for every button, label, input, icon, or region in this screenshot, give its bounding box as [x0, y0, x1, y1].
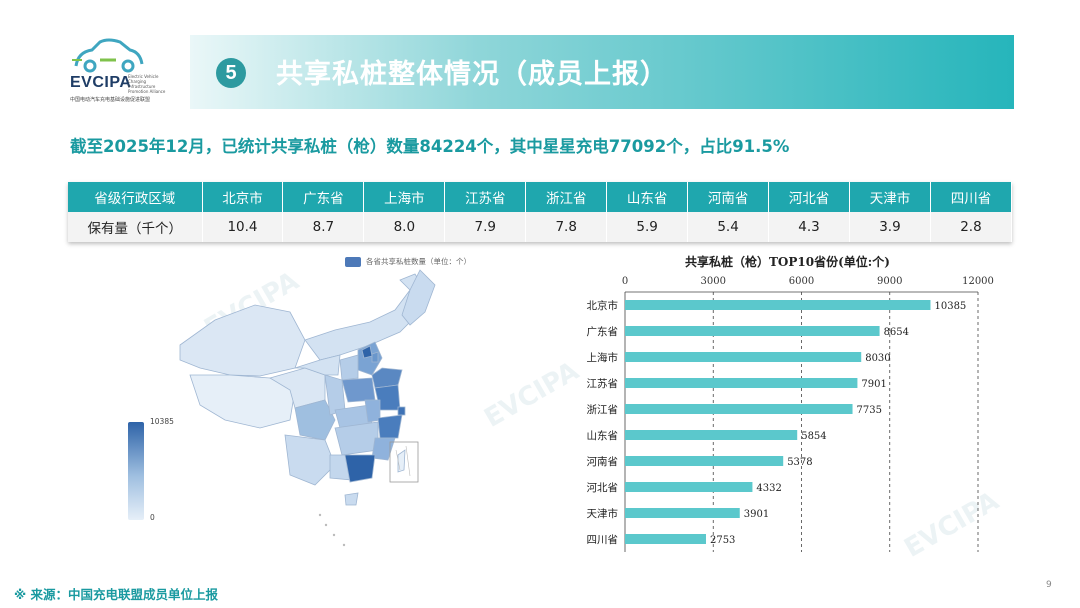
table-header-cell: 北京市: [202, 182, 284, 212]
bar: [625, 352, 862, 362]
table-cell: 4.3: [768, 212, 850, 242]
south-sea-inset: [389, 441, 419, 483]
data-label: 2753: [710, 535, 735, 546]
table-header-label: 省级行政区域: [68, 182, 203, 212]
map-region-taiwan: [397, 449, 406, 473]
map-region-gansu: [294, 354, 341, 376]
x-tick-label: 12000: [962, 276, 994, 287]
bar: [625, 456, 784, 466]
map-region-fujian: [371, 437, 396, 461]
bar: [625, 508, 740, 518]
data-label: 7735: [857, 405, 882, 416]
data-label: 5378: [787, 457, 812, 468]
map-region-zhejiang: [377, 414, 403, 439]
map-scale-min: 0: [150, 513, 155, 522]
category-label: 天津市: [587, 507, 619, 520]
map-legend-label: 各省共享私桩数量（单位：个）: [366, 257, 471, 266]
table-header-cell: 山东省: [606, 182, 689, 212]
province-table: 省级行政区域 北京市 广东省 上海市 江苏省 浙江省 山东省 河南省 河北省 天…: [68, 182, 1013, 242]
category-label: 浙江省: [587, 403, 619, 416]
source-note: ※ 来源：中国充电联盟成员单位上报: [14, 587, 219, 602]
table-header-cell: 广东省: [282, 182, 365, 212]
map-legend-swatch[interactable]: [345, 257, 361, 267]
data-label: 8030: [865, 353, 890, 364]
map-region-tibet: [189, 374, 296, 429]
table-header-cell: 河南省: [687, 182, 770, 212]
section-number-badge: 5: [216, 58, 246, 88]
map-region-northeast: [401, 269, 436, 326]
evcipa-logo: EVCIPA Electric Vehicle Charging Infrast…: [70, 38, 180, 104]
table-cell: 7.8: [525, 212, 608, 242]
table-cell: 7.9: [444, 212, 527, 242]
data-label: 5854: [801, 431, 826, 442]
table-cell: 8.0: [363, 212, 446, 242]
logo-subtitle: 中国电动汽车充电基础设施促进联盟: [70, 97, 151, 103]
table-cell: 8.7: [282, 212, 365, 242]
map-region-sichuan: [294, 399, 336, 441]
table-cell: 10.4: [202, 212, 284, 242]
logo-wordmark: EVCIPA: [70, 74, 132, 91]
category-label: 河南省: [587, 455, 619, 468]
table-header-cell: 天津市: [849, 182, 931, 212]
china-choropleth-map: [179, 269, 436, 547]
table-row-label: 保有量（千个）: [68, 212, 203, 242]
map-region-guangdong: [344, 454, 376, 483]
table-cell: 3.9: [849, 212, 931, 242]
table-cell: 5.9: [606, 212, 689, 242]
table-cell: 2.8: [930, 212, 1013, 242]
bar: [625, 300, 931, 310]
bar: [625, 378, 858, 388]
data-label: 8654: [884, 327, 909, 338]
top10-bar-chart: 0 3000 6000 9000 12000 北京市 10385 广东省 8654 上海市 8030…: [587, 276, 994, 552]
data-label: 4332: [756, 483, 781, 494]
data-label: 3901: [744, 509, 769, 520]
table-header-cell: 上海市: [363, 182, 446, 212]
category-label: 广东省: [587, 325, 619, 338]
table-header-cell: 浙江省: [525, 182, 608, 212]
summary-text: 截至2025年12月，已统计共享私桩（枪）数量84224个，其中星星充电7709…: [70, 137, 790, 156]
category-label: 北京市: [587, 299, 619, 312]
chart-title: 共享私桩（枪）TOP10省份(单位:个): [685, 255, 890, 269]
table-header-cell: 江苏省: [444, 182, 527, 212]
map-region-west: [179, 304, 306, 377]
map-scale-max: 10385: [150, 417, 174, 426]
x-tick-label: 9000: [877, 276, 902, 287]
category-label: 山东省: [587, 429, 619, 442]
table-header-row: 省级行政区域 北京市 广东省 上海市 江苏省 浙江省 山东省 河南省 河北省 天…: [68, 182, 1013, 212]
x-tick-label: 6000: [789, 276, 814, 287]
header-banner: [190, 35, 1014, 109]
x-tick-label: 0: [622, 276, 628, 287]
map-region-shanghai: [397, 406, 406, 416]
table-row: 保有量（千个） 10.4 8.7 8.0 7.9 7.8 5.9 5.4 4.3…: [68, 212, 1013, 242]
map-region-hunan-jiangxi: [334, 421, 379, 456]
table-header-cell: 四川省: [930, 182, 1013, 212]
map-region-henan: [341, 377, 376, 403]
car-plug-icon: [72, 38, 144, 73]
category-label: 四川省: [587, 533, 619, 546]
table-cell: 5.4: [687, 212, 770, 242]
category-label: 江苏省: [587, 377, 619, 390]
map-region-guizhou-yunnan: [284, 434, 336, 486]
bar: [625, 430, 798, 440]
map-region-tianjin: [371, 351, 379, 363]
map-region-shandong: [371, 367, 403, 389]
map-color-scale[interactable]: [128, 422, 144, 520]
category-label: 河北省: [587, 481, 619, 494]
bar: [625, 482, 753, 492]
table-header-cell: 河北省: [768, 182, 850, 212]
bar: [625, 534, 706, 544]
x-tick-label: 3000: [701, 276, 726, 287]
logo-tagline: Electric Vehicle Charging Infrastructure…: [128, 74, 166, 94]
bar: [625, 404, 853, 414]
data-label: 10385: [934, 301, 966, 312]
page-title: 共享私桩整体情况（成员上报）: [276, 59, 668, 90]
data-label: 7901: [861, 379, 886, 390]
category-label: 上海市: [587, 351, 619, 364]
map-region-shanxi: [339, 354, 359, 381]
page-number: 9: [1046, 580, 1052, 590]
bar: [625, 326, 880, 336]
map-region-hainan: [344, 492, 359, 506]
